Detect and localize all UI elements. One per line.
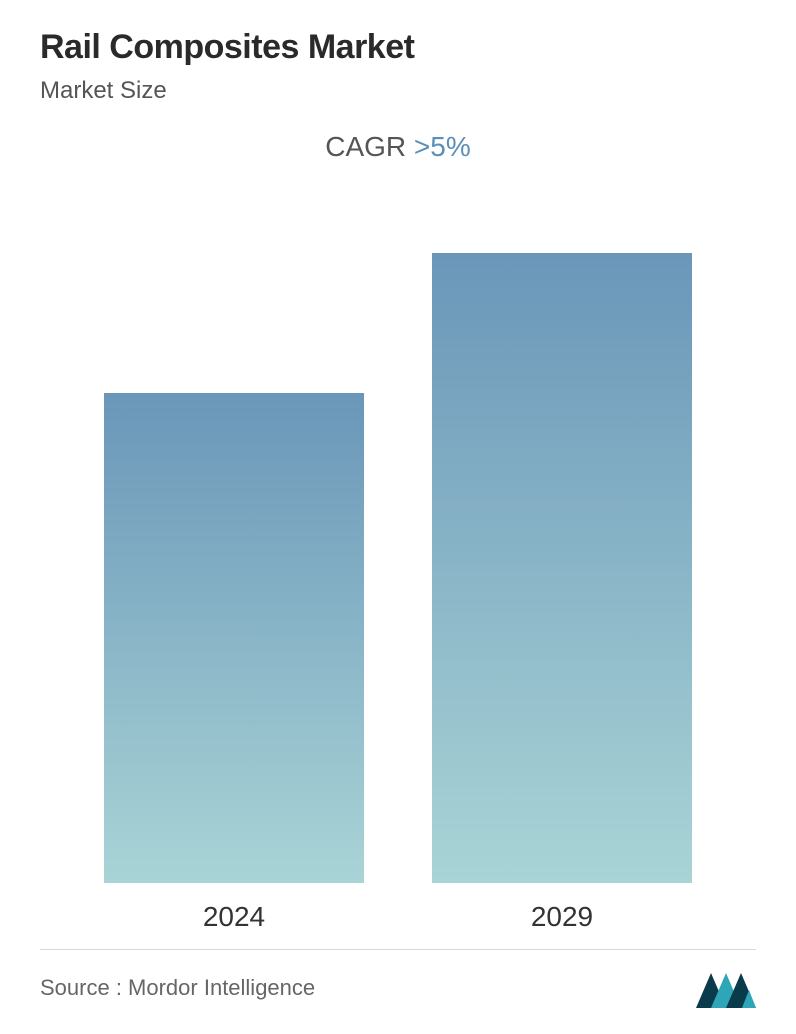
cagr-label: CAGR [325,131,414,162]
bar-wrapper-0 [104,203,364,883]
bar-2029 [432,253,692,883]
cagr-value: >5% [414,131,471,162]
bar-2024 [104,393,364,883]
x-label-0: 2024 [104,901,364,933]
chart-container: Rail Composites Market Market Size CAGR … [0,0,796,1034]
chart-area [40,203,756,883]
x-label-1: 2029 [432,901,692,933]
source-text: Source : Mordor Intelligence [40,975,315,1001]
bars-row [40,203,756,883]
x-axis-labels: 2024 2029 [40,883,756,933]
footer: Source : Mordor Intelligence [40,949,756,1008]
page-subtitle: Market Size [40,77,756,105]
brand-logo-icon [696,968,756,1008]
cagr-row: CAGR >5% [40,131,756,163]
bar-wrapper-1 [432,203,692,883]
page-title: Rail Composites Market [40,28,756,67]
